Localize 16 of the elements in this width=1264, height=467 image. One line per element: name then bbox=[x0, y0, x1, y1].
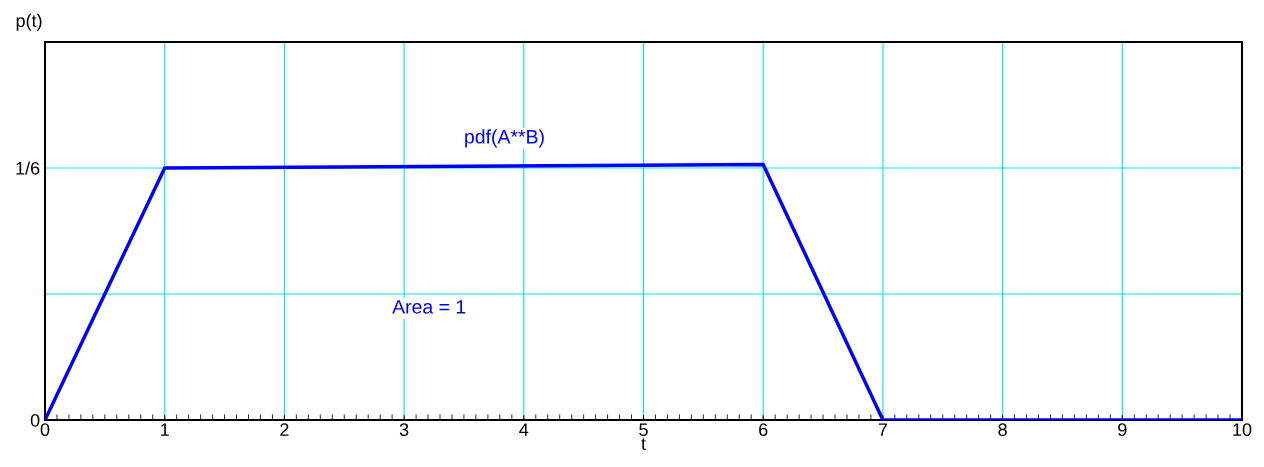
x-tick-label: 10 bbox=[1233, 423, 1252, 437]
x-tick-label: 8 bbox=[998, 423, 1007, 437]
x-tick-label: 9 bbox=[1118, 423, 1127, 437]
y-tick-label: 1/6 bbox=[16, 161, 40, 175]
x-tick-label: 5 bbox=[639, 423, 648, 437]
annotation: Area = 1 bbox=[392, 300, 466, 314]
annotation: pdf(A**B) bbox=[465, 129, 544, 148]
x-tick-label: 6 bbox=[759, 423, 768, 437]
x-tick-label: 0 bbox=[40, 423, 50, 437]
x-axis-title: t bbox=[641, 438, 646, 451]
x-tick-label: 2 bbox=[280, 423, 289, 436]
x-tick-label: 3 bbox=[399, 423, 409, 437]
x-tick-label: 4 bbox=[519, 423, 529, 436]
y-axis-title: p(t) bbox=[16, 13, 42, 31]
x-tick-label: 1 bbox=[161, 423, 169, 436]
x-tick-label: 7 bbox=[878, 423, 888, 436]
